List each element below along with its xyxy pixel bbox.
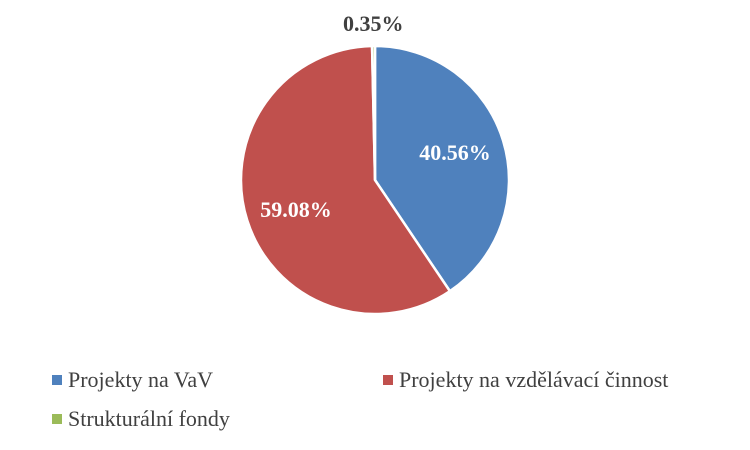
pie-slice-2 [370, 44, 377, 182]
data-label-2: 0.35% [343, 11, 404, 36]
data-label-1: 59.08% [260, 197, 332, 222]
pie-slices [239, 44, 511, 316]
pie-slice-0 [373, 44, 511, 293]
pie-slice-1 [239, 44, 452, 316]
pie-data-labels: 40.56% 59.08% 0.35% [260, 11, 491, 222]
data-label-0: 40.56% [419, 140, 491, 165]
